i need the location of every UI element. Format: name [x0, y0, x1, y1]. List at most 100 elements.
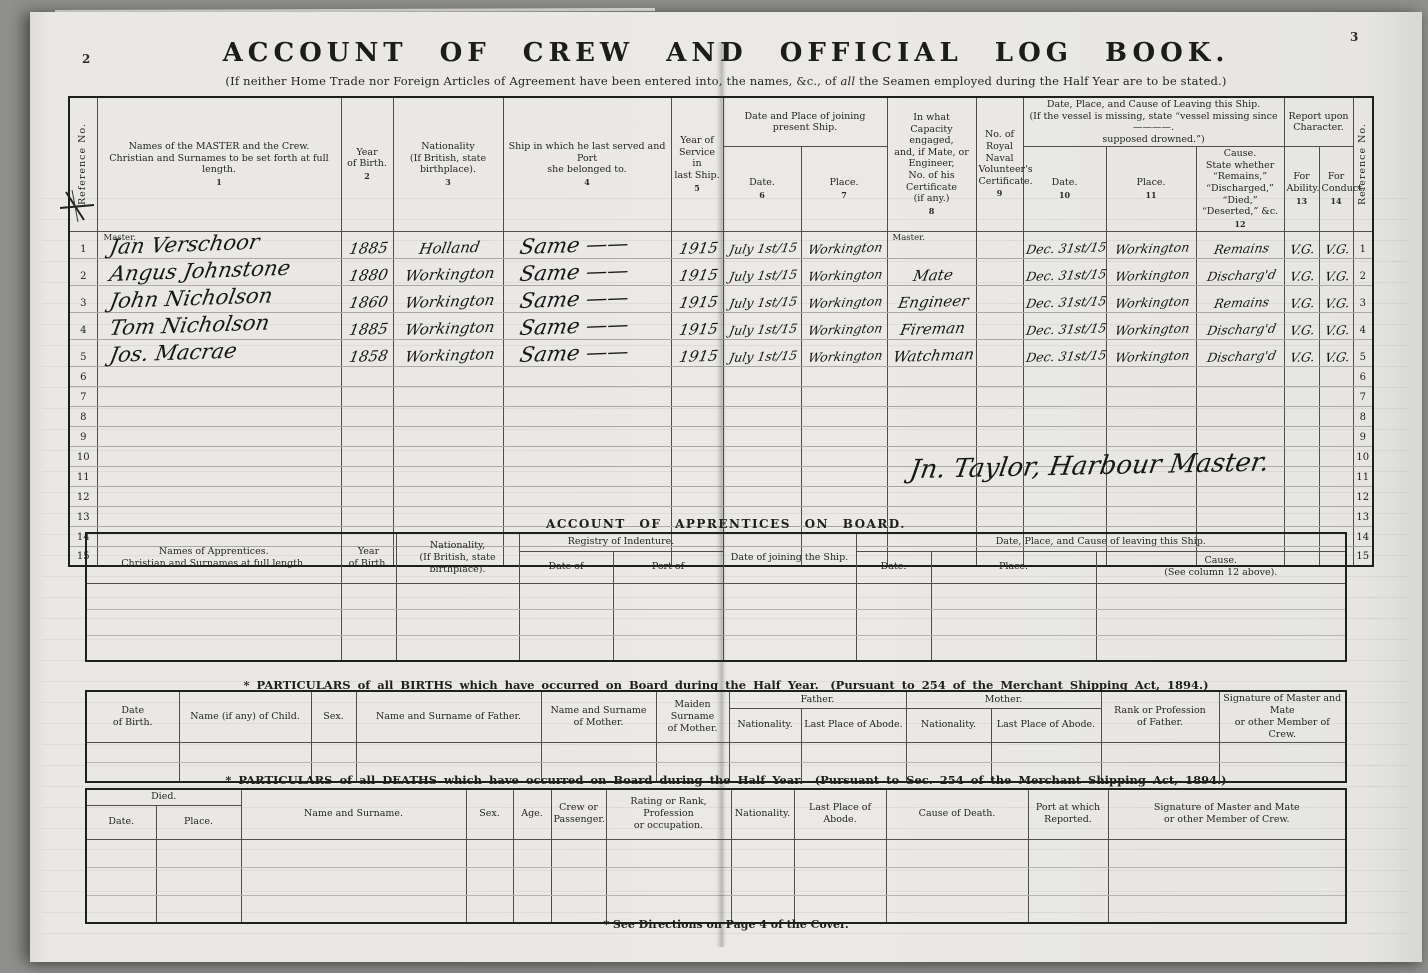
deaths-signature-header: Signature of Master and Mate or other Me… [1107, 788, 1347, 840]
handwritten-entry: Discharg'd [1205, 266, 1278, 284]
handwritten-entry: V.G. [1323, 294, 1351, 311]
capacity: Watchman [886, 338, 977, 367]
ability: V.G. [1283, 230, 1320, 259]
blank-cell [85, 608, 342, 636]
blank-cell [512, 894, 552, 924]
registry-group-header: Registry of Indenture. [518, 532, 724, 552]
rnv-certificate [975, 230, 1024, 259]
ability [1283, 365, 1320, 387]
rnv-certificate [975, 284, 1024, 313]
handwritten-entry: Workington [807, 265, 884, 284]
handwritten-entry: 1915 [677, 319, 720, 339]
handwritten-entry: Same —— [517, 257, 631, 286]
mother-name-header: Name and Surname of Mother. [540, 690, 657, 743]
reference-number: 15 [1356, 551, 1370, 563]
capacity: Engineer [886, 284, 977, 313]
conduct-header: For Conduct. 14 [1318, 146, 1365, 232]
handwritten-entry: Discharg'd [1205, 320, 1278, 338]
conduct [1318, 365, 1354, 387]
leave-date: Dec. 31st/15 [1022, 311, 1108, 340]
handwritten-entry: V.G. [1289, 321, 1317, 338]
blank-cell [793, 838, 887, 868]
leave-place [1105, 485, 1197, 507]
crew-name [96, 465, 342, 487]
page-subtitle: (If neither Home Trade nor Foreign Artic… [30, 74, 1422, 88]
leave-cause: Discharg'd [1195, 338, 1285, 367]
rnv-certificate [975, 405, 1024, 427]
blank-cell [990, 741, 1102, 763]
apprentice-leaving-group-header: Date, Place, and Cause of leaving this S… [855, 532, 1347, 552]
leave-cause: Remains [1195, 230, 1285, 259]
year-of-service [670, 465, 724, 487]
last-ship-header: Ship in which he last served and Port sh… [502, 96, 672, 232]
blank-cell [178, 741, 312, 763]
leave-place: Workington [1105, 311, 1197, 340]
nationality [392, 485, 504, 507]
ability [1283, 405, 1320, 427]
ref-no-right: 6 [1352, 365, 1374, 387]
death-name-header: Name and Surname. [240, 788, 467, 840]
handwritten-entry: Jos. Macrae [107, 338, 239, 367]
reference-number: 14 [76, 531, 90, 543]
join-place [800, 485, 888, 507]
blank-cell [930, 582, 1097, 610]
handwritten-entry: Remains [1212, 239, 1271, 257]
rnv-certificate [975, 338, 1024, 367]
last-ship [502, 365, 672, 387]
conduct [1318, 485, 1354, 507]
crew-table: Reference No. Names of the MASTER and th… [68, 96, 1375, 568]
reference-number: 3 [80, 297, 87, 309]
apprentice-cause-header: Cause. (See column 12 above). [1095, 550, 1347, 584]
handwritten-entry: 1915 [677, 238, 720, 258]
capacity [886, 405, 977, 427]
nationality: Workington [392, 338, 504, 367]
leave-cause: Discharg'd [1195, 311, 1285, 340]
cause-header: Cause. State whether “Remains,” “Dischar… [1195, 146, 1285, 232]
conduct [1318, 425, 1354, 447]
join-date-header: Date. 6 [722, 146, 802, 232]
apprentice-names-header: Names of Apprentices. Christian and Surn… [85, 532, 342, 584]
leave-place: Workington [1105, 257, 1197, 286]
nationality: Workington [392, 257, 504, 286]
father-nationality-header: Nationality. [728, 708, 802, 743]
handwritten-entry: Workington [807, 319, 884, 338]
ref-no-right: 8 [1352, 405, 1374, 427]
handwritten-entry: John Nicholson [107, 282, 275, 313]
blank-cell [512, 838, 552, 868]
blank-cell [85, 894, 157, 924]
births-table: Date of Birth. Name (if any) of Child. S… [85, 690, 1347, 783]
father-name-header: Name and Surname of Father. [355, 690, 542, 743]
blank-cell [340, 608, 397, 636]
leave-cause [1195, 405, 1285, 427]
handwritten-entry: Workington [807, 292, 884, 311]
reference-number: 10 [1356, 451, 1370, 463]
year-of-service [670, 485, 724, 507]
last-ship: Same —— [502, 230, 672, 259]
rnv-certificate [975, 485, 1024, 507]
registry-date-header: Date of [518, 550, 614, 584]
cause-of-death-header: Cause of Death. [885, 788, 1029, 840]
handwritten-entry: Engineer [896, 291, 970, 312]
rnv-certificate [975, 425, 1024, 447]
births-body [85, 741, 1347, 783]
join-date [722, 385, 802, 407]
birth-sex-header: Sex. [310, 690, 357, 743]
mother-nationality-header: Nationality. [905, 708, 992, 743]
capacity [886, 425, 977, 447]
blank-cell [1027, 838, 1109, 868]
reference-number: 12 [76, 491, 90, 503]
last-ship: Same —— [502, 284, 672, 313]
blank-cell [605, 894, 732, 924]
join-place: Workington [800, 230, 888, 259]
apprentice-nationality-header: Nationality, (If British, state birthpla… [395, 532, 520, 584]
year-of-birth [340, 365, 394, 387]
blank-cell [395, 634, 520, 662]
apprentice-leave-date-header: Date. [855, 550, 932, 584]
blank-cell [605, 838, 732, 868]
join-place [800, 365, 888, 387]
join-place [800, 385, 888, 407]
nationality [392, 465, 504, 487]
